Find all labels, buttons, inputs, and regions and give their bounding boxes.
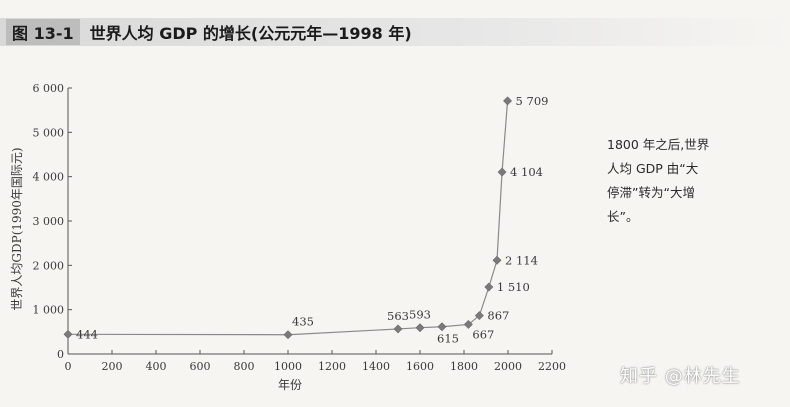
title-band <box>0 18 790 46</box>
data-label: 5 709 <box>516 94 549 108</box>
y-tick-label: 5 000 <box>33 126 65 139</box>
watermark: 知乎 @林先生 <box>620 366 741 387</box>
data-point <box>63 329 73 339</box>
x-tick-label: 600 <box>190 360 211 373</box>
side-note-line: 停滞”转为“大增 <box>607 185 695 200</box>
y-tick-label: 3 000 <box>33 215 65 228</box>
side-note-line: 1800 年之后,世界 <box>607 137 710 152</box>
x-tick-label: 400 <box>146 360 167 373</box>
data-point <box>497 167 507 177</box>
x-axis-title: 年份 <box>278 378 302 392</box>
data-point <box>492 255 502 265</box>
data-label: 667 <box>472 327 494 341</box>
side-note-line: 长”。 <box>607 209 639 224</box>
y-tick-label: 1 000 <box>33 304 65 317</box>
figure-number: 图 13-1 <box>6 19 80 45</box>
data-point <box>484 282 494 292</box>
data-label: 615 <box>437 332 459 346</box>
data-point <box>415 323 425 333</box>
data-point <box>283 330 293 340</box>
figure-title: 图 13-1 世界人均 GDP 的增长(公元元年—1998 年) <box>6 19 412 45</box>
x-tick-label: 1400 <box>362 360 390 373</box>
data-point <box>393 324 403 334</box>
data-point <box>474 311 484 321</box>
side-note: 1800 年之后,世界 人均 GDP 由“大 停滞”转为“大增 长”。 <box>607 133 757 229</box>
y-tick-label: 4 000 <box>33 171 65 184</box>
data-label: 593 <box>409 308 431 322</box>
data-label: 563 <box>387 309 409 323</box>
data-label: 1 510 <box>497 280 530 294</box>
data-point <box>503 96 513 106</box>
x-tick-label: 200 <box>102 360 123 373</box>
data-label: 435 <box>292 315 314 329</box>
x-tick-label: 2200 <box>538 360 566 373</box>
x-tick-label: 800 <box>234 360 255 373</box>
x-tick-label: 1000 <box>274 360 302 373</box>
figure-title-text: 世界人均 GDP 的增长(公元元年—1998 年) <box>89 24 412 43</box>
y-tick-label: 2 000 <box>33 259 65 272</box>
data-label: 867 <box>487 309 509 323</box>
y-axis-title: 世界人均GDP(1990年国际元) <box>10 147 24 310</box>
x-tick-label: 0 <box>65 360 72 373</box>
x-tick-label: 2000 <box>494 360 522 373</box>
data-label: 4 104 <box>510 165 543 179</box>
x-tick-label: 1800 <box>450 360 478 373</box>
data-label: 444 <box>76 327 98 341</box>
x-tick-label: 1200 <box>318 360 346 373</box>
series-line <box>67 100 509 336</box>
data-point <box>437 322 447 332</box>
y-tick-label: 6 000 <box>33 82 65 95</box>
side-note-line: 人均 GDP 由“大 <box>607 161 699 176</box>
data-point <box>463 319 473 329</box>
data-label: 2 114 <box>505 253 538 267</box>
x-tick-label: 1600 <box>406 360 434 373</box>
y-tick-label: 0 <box>57 348 64 361</box>
